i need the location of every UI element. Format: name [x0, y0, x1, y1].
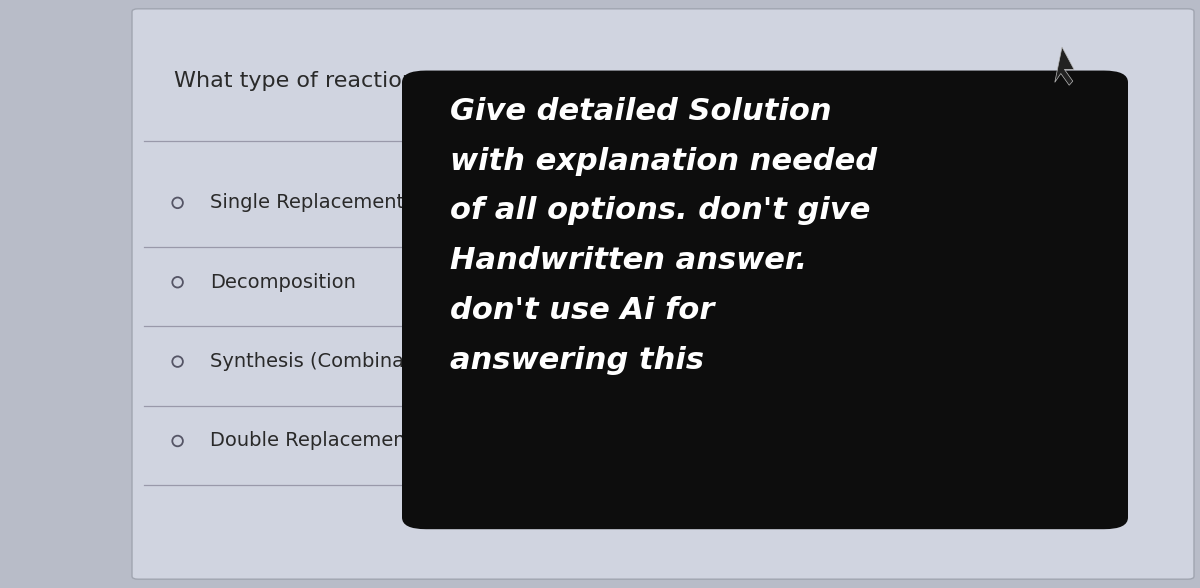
FancyBboxPatch shape [132, 9, 1194, 579]
Text: Give detailed Solution
with explanation needed
of all options. don't give
Handwr: Give detailed Solution with explanation … [450, 97, 877, 375]
Text: Synthesis (Combination): Synthesis (Combination) [210, 352, 449, 371]
Polygon shape [1055, 47, 1074, 85]
Text: Double Replacement: Double Replacement [210, 432, 413, 450]
FancyBboxPatch shape [402, 71, 1128, 529]
Text: What type of reaction might be represented by Z→ Y + X?: What type of reaction might be represent… [174, 71, 821, 91]
Text: Decomposition: Decomposition [210, 273, 356, 292]
Text: Single Replacement: Single Replacement [210, 193, 404, 212]
